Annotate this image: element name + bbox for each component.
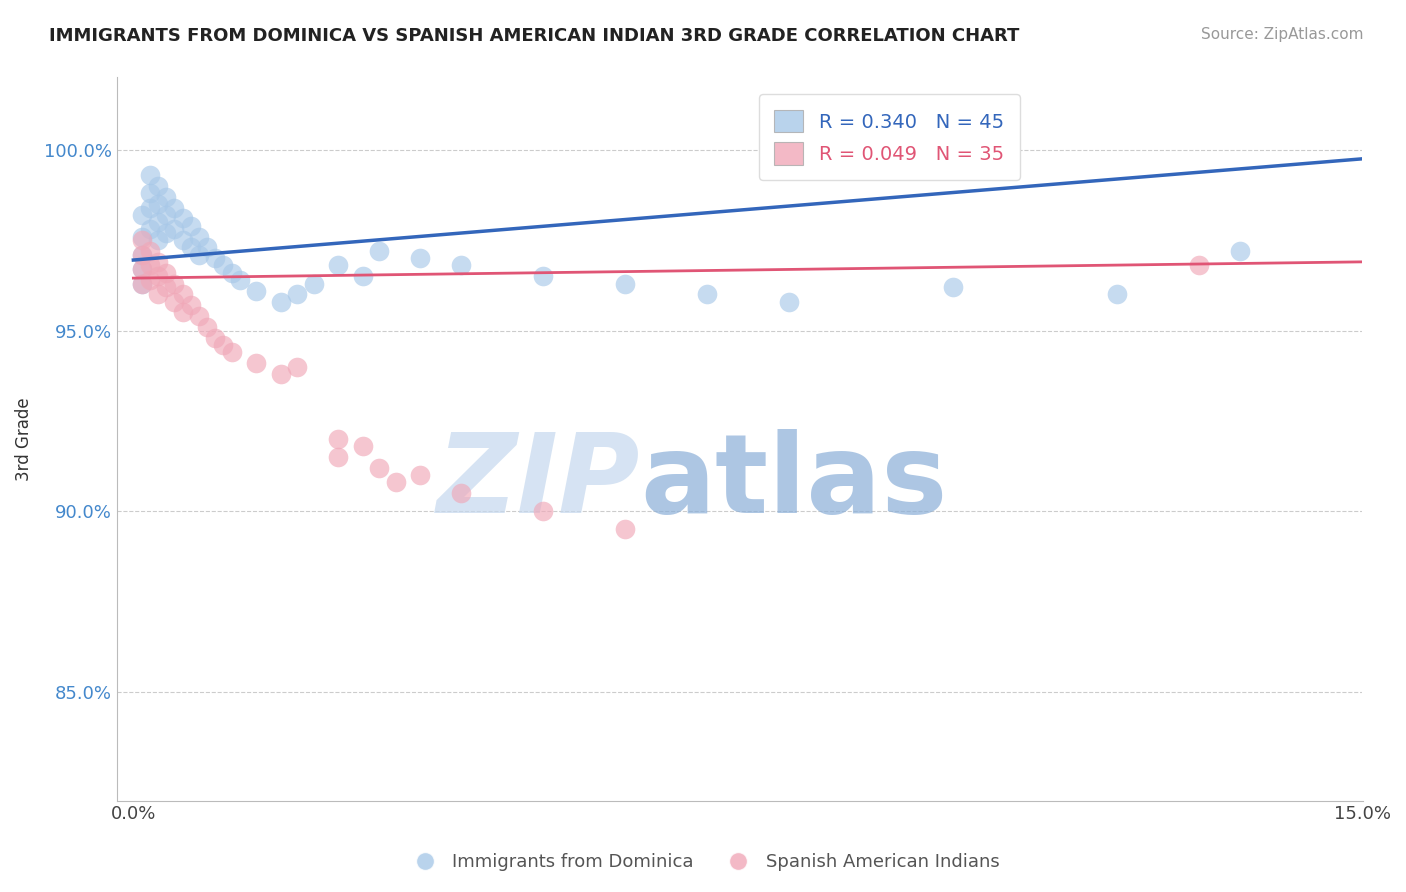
Point	[131, 277, 153, 291]
Point	[180, 298, 202, 312]
Point	[131, 247, 153, 261]
Point	[131, 233, 153, 247]
Point	[531, 269, 554, 284]
Point	[139, 273, 162, 287]
Point	[778, 294, 800, 309]
Point	[139, 186, 162, 201]
Point	[328, 432, 350, 446]
Point	[352, 269, 374, 284]
Point	[131, 208, 153, 222]
Point	[614, 277, 637, 291]
Point	[270, 367, 292, 381]
Point	[131, 277, 153, 291]
Point	[155, 226, 177, 240]
Point	[131, 247, 153, 261]
Point	[1229, 244, 1251, 258]
Point	[245, 356, 267, 370]
Point	[146, 269, 169, 284]
Point	[285, 359, 308, 374]
Point	[172, 305, 194, 319]
Point	[450, 259, 472, 273]
Point	[409, 468, 432, 483]
Point	[131, 229, 153, 244]
Point	[328, 450, 350, 464]
Point	[204, 252, 226, 266]
Point	[139, 168, 162, 182]
Point	[368, 244, 391, 258]
Point	[614, 523, 637, 537]
Point	[212, 338, 235, 352]
Point	[155, 208, 177, 222]
Point	[187, 229, 209, 244]
Point	[1105, 287, 1128, 301]
Point	[131, 262, 153, 277]
Point	[195, 240, 218, 254]
Point	[180, 219, 202, 233]
Point	[155, 266, 177, 280]
Point	[187, 309, 209, 323]
Text: Source: ZipAtlas.com: Source: ZipAtlas.com	[1201, 27, 1364, 42]
Point	[139, 259, 162, 273]
Point	[146, 197, 169, 211]
Point	[368, 461, 391, 475]
Point	[172, 233, 194, 247]
Point	[1187, 259, 1209, 273]
Point	[146, 215, 169, 229]
Point	[146, 233, 169, 247]
Point	[221, 266, 243, 280]
Point	[696, 287, 718, 301]
Point	[221, 345, 243, 359]
Point	[131, 262, 153, 277]
Point	[139, 201, 162, 215]
Point	[163, 201, 186, 215]
Point	[146, 287, 169, 301]
Text: atlas: atlas	[640, 429, 948, 536]
Point	[384, 475, 406, 490]
Point	[180, 240, 202, 254]
Point	[450, 486, 472, 500]
Legend: R = 0.340   N = 45, R = 0.049   N = 35: R = 0.340 N = 45, R = 0.049 N = 35	[759, 95, 1019, 180]
Point	[531, 504, 554, 518]
Legend: Immigrants from Dominica, Spanish American Indians: Immigrants from Dominica, Spanish Americ…	[399, 847, 1007, 879]
Point	[155, 280, 177, 294]
Point	[163, 277, 186, 291]
Text: ZIP: ZIP	[437, 429, 640, 536]
Point	[328, 259, 350, 273]
Point	[195, 320, 218, 334]
Point	[285, 287, 308, 301]
Point	[245, 284, 267, 298]
Point	[229, 273, 252, 287]
Point	[270, 294, 292, 309]
Point	[155, 190, 177, 204]
Point	[302, 277, 325, 291]
Point	[146, 178, 169, 193]
Point	[204, 331, 226, 345]
Point	[139, 222, 162, 236]
Point	[146, 255, 169, 269]
Point	[942, 280, 965, 294]
Point	[163, 222, 186, 236]
Point	[172, 211, 194, 226]
Point	[163, 294, 186, 309]
Y-axis label: 3rd Grade: 3rd Grade	[15, 397, 32, 481]
Point	[187, 247, 209, 261]
Point	[172, 287, 194, 301]
Point	[352, 439, 374, 453]
Text: IMMIGRANTS FROM DOMINICA VS SPANISH AMERICAN INDIAN 3RD GRADE CORRELATION CHART: IMMIGRANTS FROM DOMINICA VS SPANISH AMER…	[49, 27, 1019, 45]
Point	[139, 244, 162, 258]
Point	[212, 259, 235, 273]
Point	[409, 252, 432, 266]
